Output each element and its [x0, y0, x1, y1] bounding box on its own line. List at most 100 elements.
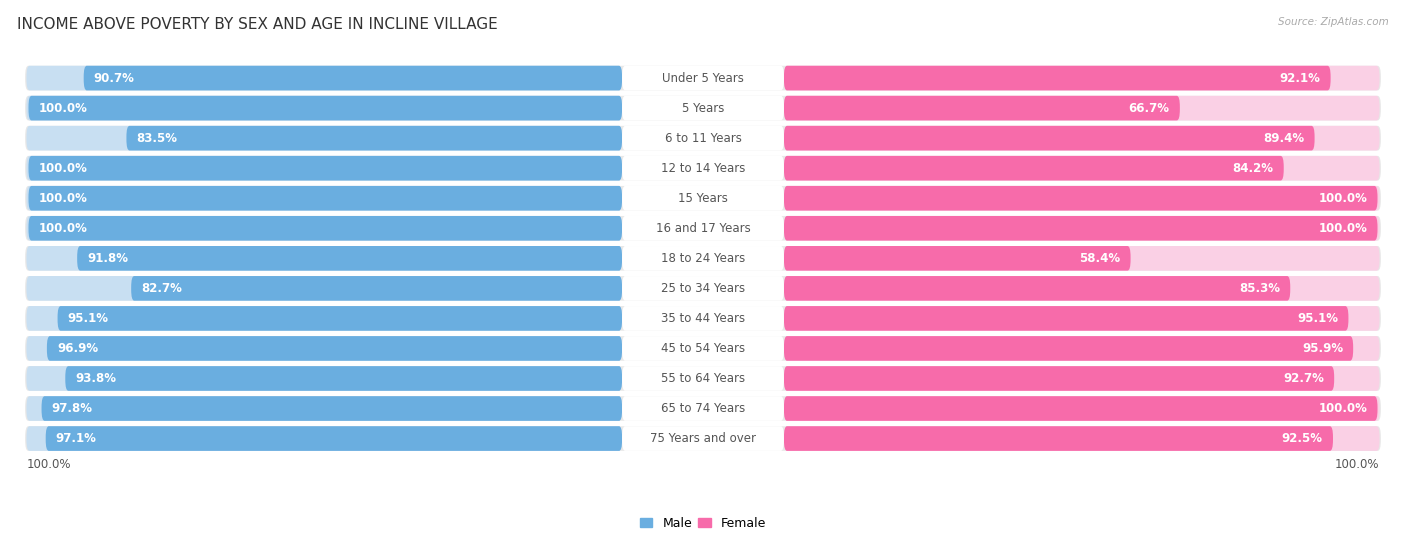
FancyBboxPatch shape: [785, 396, 1379, 421]
FancyBboxPatch shape: [28, 156, 621, 181]
FancyBboxPatch shape: [46, 427, 621, 451]
FancyBboxPatch shape: [25, 216, 1381, 240]
Text: 18 to 24 Years: 18 to 24 Years: [661, 252, 745, 265]
FancyBboxPatch shape: [621, 336, 785, 361]
FancyBboxPatch shape: [621, 246, 785, 271]
FancyBboxPatch shape: [27, 216, 621, 240]
FancyBboxPatch shape: [25, 306, 1381, 331]
FancyBboxPatch shape: [785, 216, 1379, 240]
FancyBboxPatch shape: [27, 336, 621, 361]
FancyBboxPatch shape: [27, 126, 621, 150]
FancyBboxPatch shape: [25, 96, 1381, 120]
Text: 5 Years: 5 Years: [682, 102, 724, 115]
FancyBboxPatch shape: [621, 66, 785, 91]
FancyBboxPatch shape: [621, 186, 785, 211]
FancyBboxPatch shape: [785, 66, 1379, 91]
FancyBboxPatch shape: [27, 396, 621, 421]
FancyBboxPatch shape: [46, 336, 621, 361]
FancyBboxPatch shape: [27, 366, 621, 391]
Text: 16 and 17 Years: 16 and 17 Years: [655, 222, 751, 235]
Text: 96.9%: 96.9%: [58, 342, 98, 355]
FancyBboxPatch shape: [621, 126, 785, 150]
Text: 93.8%: 93.8%: [76, 372, 117, 385]
FancyBboxPatch shape: [77, 246, 621, 271]
Text: 95.9%: 95.9%: [1302, 342, 1343, 355]
Text: 100.0%: 100.0%: [38, 222, 87, 235]
FancyBboxPatch shape: [84, 66, 621, 91]
FancyBboxPatch shape: [25, 186, 1381, 211]
FancyBboxPatch shape: [621, 366, 785, 391]
FancyBboxPatch shape: [785, 336, 1379, 361]
FancyBboxPatch shape: [785, 366, 1334, 391]
FancyBboxPatch shape: [785, 186, 1379, 211]
Text: 15 Years: 15 Years: [678, 192, 728, 205]
FancyBboxPatch shape: [25, 126, 1381, 150]
FancyBboxPatch shape: [42, 396, 621, 421]
FancyBboxPatch shape: [27, 96, 621, 120]
FancyBboxPatch shape: [785, 216, 1378, 240]
FancyBboxPatch shape: [25, 336, 1381, 361]
Text: 75 Years and over: 75 Years and over: [650, 432, 756, 445]
Text: 97.1%: 97.1%: [56, 432, 97, 445]
Text: Source: ZipAtlas.com: Source: ZipAtlas.com: [1278, 17, 1389, 27]
Text: 65 to 74 Years: 65 to 74 Years: [661, 402, 745, 415]
FancyBboxPatch shape: [28, 186, 621, 211]
FancyBboxPatch shape: [785, 126, 1379, 150]
FancyBboxPatch shape: [27, 306, 621, 331]
Text: 95.1%: 95.1%: [67, 312, 108, 325]
Text: 95.1%: 95.1%: [1298, 312, 1339, 325]
Text: 89.4%: 89.4%: [1264, 132, 1305, 145]
FancyBboxPatch shape: [25, 427, 1381, 451]
FancyBboxPatch shape: [25, 396, 1381, 421]
Text: 100.0%: 100.0%: [1336, 458, 1379, 471]
FancyBboxPatch shape: [28, 216, 621, 240]
FancyBboxPatch shape: [58, 306, 621, 331]
Text: 55 to 64 Years: 55 to 64 Years: [661, 372, 745, 385]
FancyBboxPatch shape: [621, 216, 785, 240]
Text: 100.0%: 100.0%: [38, 162, 87, 175]
Text: 100.0%: 100.0%: [38, 102, 87, 115]
FancyBboxPatch shape: [621, 276, 785, 301]
Text: 6 to 11 Years: 6 to 11 Years: [665, 132, 741, 145]
FancyBboxPatch shape: [621, 96, 785, 120]
Text: 92.5%: 92.5%: [1282, 432, 1323, 445]
FancyBboxPatch shape: [785, 246, 1379, 271]
FancyBboxPatch shape: [621, 156, 785, 181]
FancyBboxPatch shape: [27, 246, 621, 271]
Text: 25 to 34 Years: 25 to 34 Years: [661, 282, 745, 295]
FancyBboxPatch shape: [65, 366, 621, 391]
FancyBboxPatch shape: [28, 96, 621, 120]
FancyBboxPatch shape: [785, 427, 1333, 451]
FancyBboxPatch shape: [785, 366, 1379, 391]
FancyBboxPatch shape: [27, 186, 621, 211]
FancyBboxPatch shape: [25, 66, 1381, 91]
Text: 92.1%: 92.1%: [1279, 72, 1320, 84]
Text: 100.0%: 100.0%: [38, 192, 87, 205]
Text: 45 to 54 Years: 45 to 54 Years: [661, 342, 745, 355]
FancyBboxPatch shape: [25, 156, 1381, 181]
Text: 58.4%: 58.4%: [1080, 252, 1121, 265]
Text: 83.5%: 83.5%: [136, 132, 177, 145]
FancyBboxPatch shape: [785, 427, 1379, 451]
Text: 100.0%: 100.0%: [27, 458, 70, 471]
FancyBboxPatch shape: [25, 246, 1381, 271]
Text: 35 to 44 Years: 35 to 44 Years: [661, 312, 745, 325]
FancyBboxPatch shape: [127, 126, 621, 150]
FancyBboxPatch shape: [785, 96, 1379, 120]
FancyBboxPatch shape: [785, 96, 1180, 120]
Text: 12 to 14 Years: 12 to 14 Years: [661, 162, 745, 175]
FancyBboxPatch shape: [785, 246, 1130, 271]
Text: 85.3%: 85.3%: [1239, 282, 1279, 295]
Text: 91.8%: 91.8%: [87, 252, 128, 265]
Text: 84.2%: 84.2%: [1233, 162, 1274, 175]
Legend: Male, Female: Male, Female: [636, 512, 770, 535]
FancyBboxPatch shape: [785, 186, 1378, 211]
Text: Under 5 Years: Under 5 Years: [662, 72, 744, 84]
Text: 100.0%: 100.0%: [1319, 222, 1368, 235]
FancyBboxPatch shape: [621, 427, 785, 451]
FancyBboxPatch shape: [785, 306, 1379, 331]
Text: 90.7%: 90.7%: [94, 72, 135, 84]
FancyBboxPatch shape: [27, 66, 621, 91]
Text: 100.0%: 100.0%: [1319, 192, 1368, 205]
FancyBboxPatch shape: [27, 427, 621, 451]
